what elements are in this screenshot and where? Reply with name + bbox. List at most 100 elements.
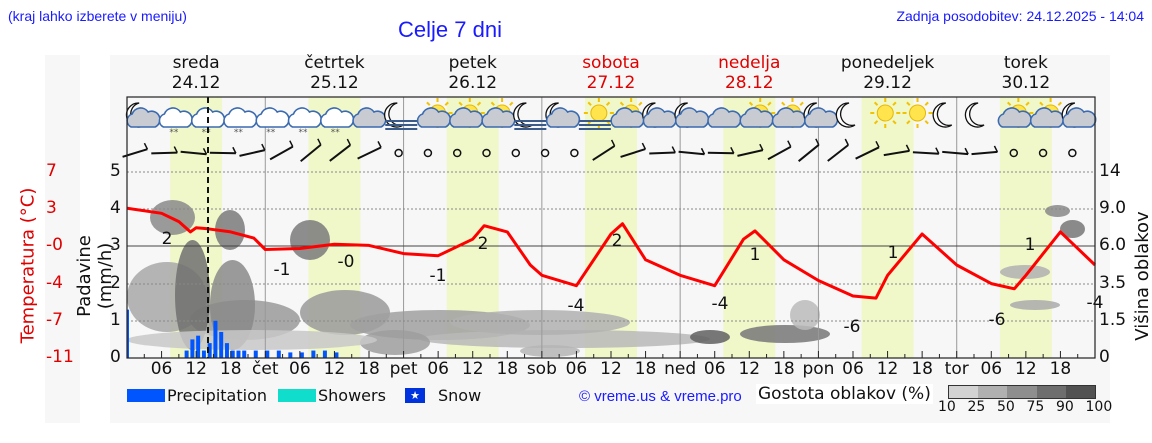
moon-fog-icon <box>513 102 547 130</box>
temperature-value-label: -1 <box>430 266 447 286</box>
temperature-value-label: -4 <box>712 294 729 314</box>
temperature-value-label: 2 <box>162 229 173 249</box>
temperature-value-label: -6 <box>844 317 861 337</box>
x-tick-label: 18 <box>1049 359 1072 379</box>
axis-tick-label: 7 <box>46 161 57 181</box>
temperature-value-label: -1 <box>274 260 291 280</box>
axis-tick-label: -7 <box>46 310 63 330</box>
cloud-density-scale <box>948 385 1096 399</box>
x-tick-label: 12 <box>185 359 207 379</box>
day-date: 26.12 <box>448 73 498 93</box>
axis-tick-label: 9.0 <box>1099 198 1127 218</box>
x-tick-label: 06 <box>980 359 1003 379</box>
axis-tick-label: 1 <box>110 310 121 330</box>
axis-tick-label: 6.0 <box>1099 235 1127 255</box>
x-tick-label: 06 <box>842 359 864 379</box>
cloud-density-tick: 90 <box>1056 399 1074 415</box>
cloud-density-label: Gostota oblakov (%) <box>756 384 933 404</box>
cloud-density-tick: 100 <box>1085 399 1113 415</box>
axis-tick-label: -11 <box>46 347 74 367</box>
x-tick-label: 18 <box>496 359 519 379</box>
day-date: 28.12 <box>724 73 774 93</box>
region-hint[interactable]: (kraj lahko izberete v meniju) <box>8 8 187 24</box>
axis-tick-label: 3.5 <box>1099 273 1127 293</box>
x-tick-label: pon <box>802 359 835 379</box>
cloud-snow-icon: ** <box>223 107 258 138</box>
day-date: 27.12 <box>586 73 636 93</box>
page-title: Celje 7 dni <box>398 17 502 42</box>
temperature-value-label: 2 <box>612 231 623 251</box>
axis-tick-label: 0 <box>110 347 121 367</box>
moon-cloud-icon <box>803 102 839 128</box>
day-name: nedelja <box>718 53 781 73</box>
svg-text:**: ** <box>202 128 212 138</box>
svg-text:**: ** <box>266 128 276 138</box>
showers-legend-label: Showers <box>318 386 386 405</box>
moon-cloud-icon <box>125 102 161 128</box>
cloud-density-tick: 10 <box>938 399 956 415</box>
axis-tick-label: 1.5 <box>1099 310 1127 330</box>
x-tick-label: 12 <box>738 359 761 379</box>
x-tick-label: sob <box>526 359 557 379</box>
day-date: 30.12 <box>1001 73 1051 93</box>
sun-cloud-icon <box>997 98 1034 128</box>
x-tick-label: pet <box>389 359 418 379</box>
grid-lines <box>127 97 1095 358</box>
temperature-value-label: 1 <box>750 245 761 265</box>
x-tick-label: 18 <box>911 359 933 379</box>
svg-text:**: ** <box>234 128 244 138</box>
temperature-labels: 2-1 -0-12-42-41-61-61-4 <box>162 229 1104 337</box>
x-tick-label: 18 <box>219 359 242 379</box>
snow-icon: ★ <box>405 388 425 403</box>
day-label-3: sobota 27.12 <box>542 53 680 93</box>
x-tick-label: 12 <box>876 359 899 379</box>
credit-link[interactable]: © vreme.us & vreme.pro <box>579 388 742 405</box>
wind-barbs-row <box>122 138 1077 162</box>
temperature-value-label: 2 <box>478 234 489 254</box>
cloud-density-tick: 50 <box>997 399 1015 415</box>
moon-icon <box>835 102 856 128</box>
x-tick-label: 06 <box>150 359 173 379</box>
axis-tick-label: 0 <box>1099 347 1110 367</box>
x-tick-label: 06 <box>565 359 588 379</box>
day-date: 24.12 <box>171 73 221 93</box>
x-tick-label: 12 <box>600 359 622 379</box>
sun-cloud-icon <box>610 98 647 128</box>
day-name: petek <box>448 53 497 73</box>
moon-fog-icon <box>384 102 418 130</box>
x-tick-label: 06 <box>427 359 449 379</box>
axis-tick-label: -0 <box>46 235 63 255</box>
moon-cloud-icon <box>1061 102 1097 128</box>
axis-tick-label: 5 <box>110 161 121 181</box>
day-label-6: torek 30.12 <box>957 53 1095 93</box>
day-name: ponedeljek <box>840 53 935 73</box>
daylight-bands <box>170 97 1052 358</box>
x-tick-label: 18 <box>358 359 380 379</box>
svg-text:**: ** <box>169 128 179 138</box>
last-update: Zadnja posodobitev: 24.12.2025 - 14:04 <box>896 8 1144 24</box>
moon-icon <box>932 102 953 128</box>
sun-icon <box>902 98 933 128</box>
x-tick-label: tor <box>944 359 969 379</box>
moon-cloud-icon <box>674 102 710 128</box>
day-label-4: nedelja 28.12 <box>680 53 818 93</box>
cloud-density-tick: 75 <box>1026 399 1045 415</box>
x-tick-label: 12 <box>461 359 484 379</box>
x-tick-label: 06 <box>289 359 311 379</box>
day-labels: sreda 24.12 četrtek 25.12 petek 26.12 sobota 27… <box>127 53 1095 95</box>
weather-icons-row: ** ** ** ** ** ** <box>125 98 1097 138</box>
x-tick-label: 18 <box>634 359 657 379</box>
x-tick-label: 06 <box>703 359 726 379</box>
x-tick-label: 18 <box>773 359 795 379</box>
temperature-line <box>126 206 1097 300</box>
sun-cloud-icon <box>1029 98 1066 128</box>
cloud-density-tick: 25 <box>967 399 986 415</box>
axis-tick-label: 3 <box>46 198 57 218</box>
x-tick-label: 12 <box>1015 359 1037 379</box>
temperature-value-label: -6 <box>989 310 1006 330</box>
x-tick-label: 12 <box>323 359 346 379</box>
axis-tick-label: 4 <box>110 198 121 218</box>
precipitation-swatch <box>127 389 165 402</box>
svg-text:**: ** <box>298 128 308 138</box>
day-name: sreda <box>172 53 220 73</box>
